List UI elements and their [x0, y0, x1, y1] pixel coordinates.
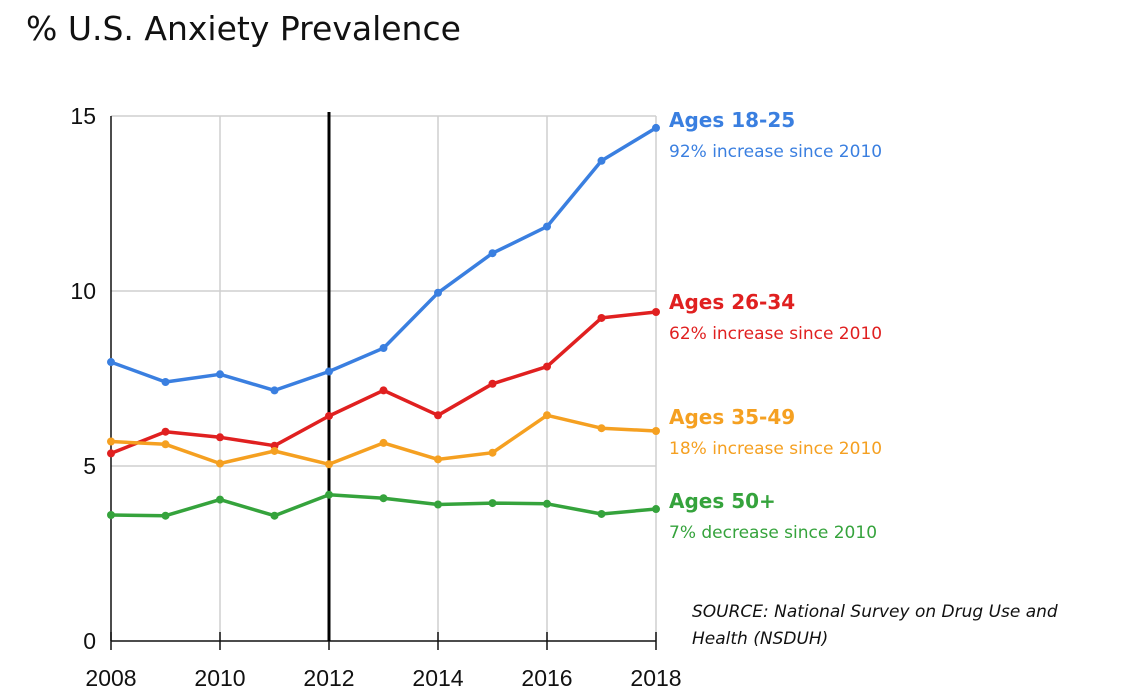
series-name-label: Ages 50+ — [669, 489, 776, 513]
x-tick-label: 2014 — [412, 665, 463, 691]
data-point — [216, 370, 224, 379]
series-name-label: Ages 26-34 — [669, 290, 795, 314]
x-tick-label: 2016 — [521, 665, 572, 691]
data-point — [543, 411, 551, 420]
data-point — [161, 511, 170, 520]
data-point — [488, 448, 497, 457]
data-point — [161, 378, 170, 386]
y-tick-label: 15 — [70, 103, 96, 129]
axes: 0 5 10 15 2008 2010 2012 2014 2016 2018 — [70, 103, 681, 691]
series-3 — [107, 411, 660, 469]
data-point — [379, 386, 388, 395]
data-point — [379, 494, 388, 503]
series-note-label: 92% increase since 2010 — [669, 142, 882, 162]
data-point — [597, 313, 606, 322]
data-point — [325, 490, 333, 499]
data-point — [107, 358, 115, 367]
data-point — [597, 156, 606, 165]
data-point — [270, 511, 279, 520]
data-point — [270, 386, 279, 395]
y-tick-label: 5 — [83, 453, 96, 479]
data-point — [161, 440, 170, 449]
data-point — [434, 500, 442, 509]
series-line — [109, 310, 658, 456]
data-point — [107, 449, 115, 458]
data-point — [379, 344, 388, 353]
data-point — [488, 379, 497, 388]
series-annotations: Ages 18-25 92% increase since 2010 Ages 26… — [669, 108, 882, 543]
data-point — [597, 509, 606, 518]
chart-title: % U.S. Anxiety Prevalence — [26, 9, 461, 48]
x-tick-label: 2008 — [85, 665, 136, 691]
x-tick-label: 2010 — [194, 665, 245, 691]
series-2 — [107, 308, 660, 458]
data-point — [216, 433, 224, 442]
series-name-label: Ages 35-49 — [669, 405, 795, 429]
data-point — [379, 438, 388, 447]
series-note-label: 7% decrease since 2010 — [669, 523, 877, 543]
source-text-line: SOURCE: National Survey on Drug Use and — [692, 602, 1058, 622]
y-tick-label: 0 — [83, 628, 96, 654]
data-point — [434, 411, 442, 420]
data-point — [107, 437, 115, 446]
data-point — [325, 460, 333, 469]
data-point — [107, 511, 115, 519]
data-point — [161, 427, 170, 436]
data-point — [652, 308, 660, 316]
data-point — [325, 367, 333, 376]
grid-lines — [111, 115, 657, 641]
source-text-line: Health (NSDUH) — [692, 629, 828, 649]
series-lines — [107, 123, 660, 520]
series-4 — [107, 490, 660, 520]
data-point — [488, 499, 497, 508]
series-note-label: 62% increase since 2010 — [669, 324, 882, 344]
data-point — [652, 123, 660, 132]
data-point — [216, 459, 224, 468]
data-point — [652, 505, 660, 514]
data-point — [270, 446, 279, 455]
data-point — [543, 222, 551, 231]
data-point — [325, 411, 333, 420]
data-point — [488, 249, 497, 258]
data-point — [543, 499, 551, 508]
source-note: SOURCE: National Survey on Drug Use and H… — [692, 602, 1058, 649]
data-point — [434, 288, 442, 297]
data-point — [597, 424, 606, 433]
series-name-label: Ages 18-25 — [669, 108, 795, 132]
data-point — [434, 455, 442, 464]
x-tick-label: 2012 — [303, 665, 354, 691]
data-point — [543, 362, 551, 371]
y-tick-label: 10 — [70, 278, 96, 304]
data-point — [652, 427, 660, 435]
data-point — [216, 495, 224, 504]
series-1 — [107, 123, 660, 395]
x-tick-label: 2018 — [630, 665, 681, 691]
series-note-label: 18% increase since 2010 — [669, 439, 882, 459]
